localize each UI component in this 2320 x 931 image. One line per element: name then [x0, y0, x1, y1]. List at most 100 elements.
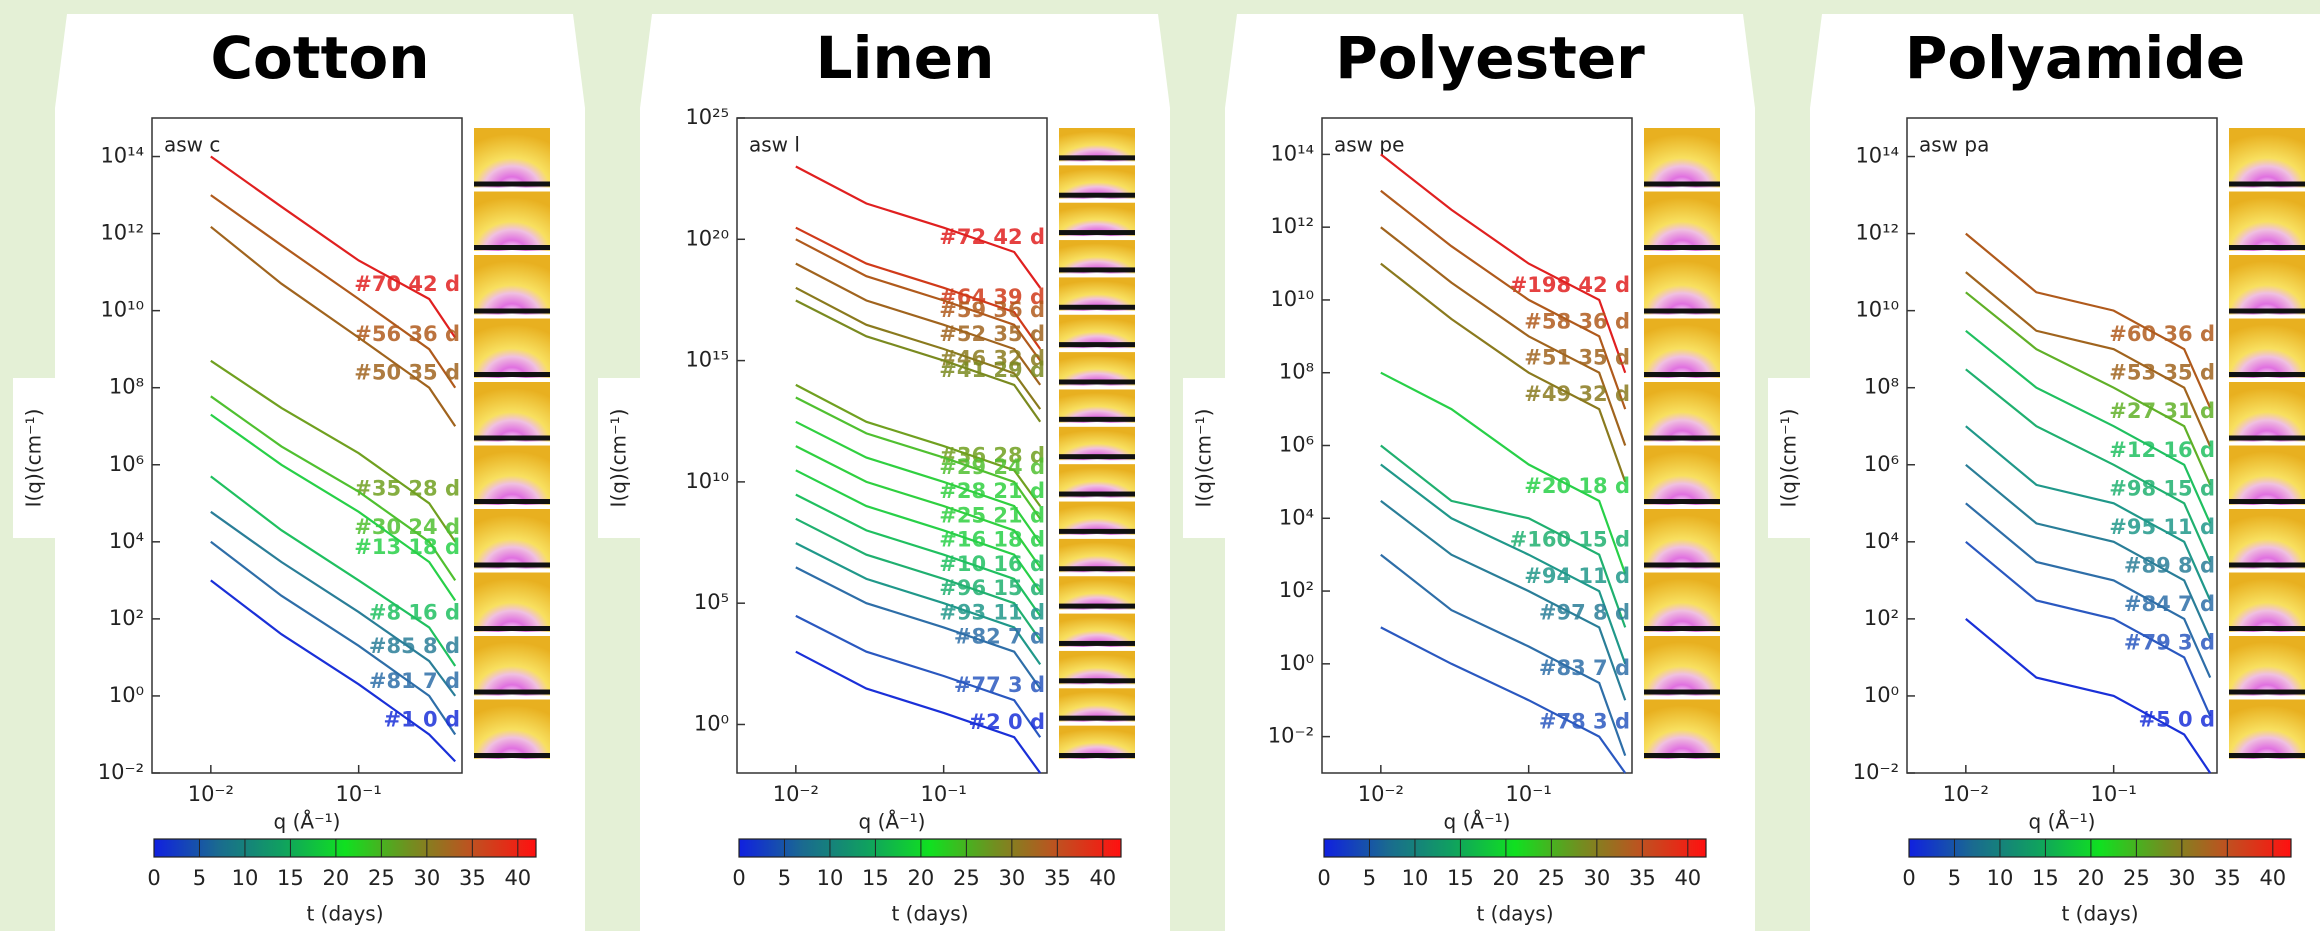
- series-line: [210, 475, 457, 667]
- y-axis-label: I(q)(cm⁻¹): [1192, 409, 1216, 508]
- pattern-thumbnail: [474, 128, 550, 188]
- y-tick-label: 10¹²: [100, 221, 144, 245]
- beam-stop: [1059, 155, 1135, 161]
- y-axis-label: I(q)(cm⁻¹): [1777, 409, 1801, 508]
- pattern-thumbnail: [1644, 445, 1720, 505]
- beam-stop: [1644, 753, 1720, 758]
- series-line: [1965, 291, 2212, 486]
- series-line: [1965, 425, 2212, 601]
- beam-stop: [2229, 562, 2305, 568]
- y-tick-label: 10¹⁰: [1855, 298, 1899, 322]
- x-tick-label: 10⁻¹: [336, 782, 382, 806]
- pattern-thumbnail: [2229, 699, 2305, 759]
- inner-label: asw pa: [1919, 133, 1989, 157]
- series-label: #59 36 d: [939, 298, 1045, 322]
- series-line: [795, 299, 1042, 423]
- series-line: [795, 238, 1042, 362]
- inner-label: asw l: [749, 133, 800, 157]
- series-line: [1965, 502, 2212, 679]
- beam-stop: [1644, 308, 1720, 314]
- series-line: [795, 226, 1042, 350]
- series-line: [1965, 329, 2212, 524]
- colorbar-tick-label: 20: [1493, 866, 1520, 890]
- y-tick-label: 10²⁵: [685, 105, 729, 129]
- beam-stop: [1059, 267, 1135, 273]
- series-line: [795, 614, 1042, 738]
- series-label: #83 7 d: [1539, 656, 1630, 680]
- series-label: #5 0 d: [2139, 707, 2215, 731]
- series-label: #160 15 d: [1510, 528, 1630, 552]
- colorbar-tick-label: 20: [323, 866, 350, 890]
- series-line: [795, 262, 1042, 386]
- pattern-thumbnail: [474, 382, 550, 442]
- colorbar-tick-label: 15: [2032, 866, 2059, 890]
- series-label: #41 29 d: [939, 358, 1045, 382]
- pattern-thumbnail: [1644, 318, 1720, 378]
- series-label: #50 35 d: [354, 361, 460, 385]
- pattern-thumbnail: [1644, 572, 1720, 632]
- x-tick-label: 10⁻¹: [1506, 782, 1552, 806]
- y-tick-label: 10⁶: [1864, 452, 1899, 476]
- series-line: [1965, 618, 2212, 774]
- y-tick-label: 10¹⁵: [685, 348, 729, 372]
- series-line: [1965, 540, 2212, 717]
- y-tick-label: 10²⁰: [685, 226, 729, 250]
- series-label: #52 35 d: [939, 322, 1045, 346]
- series-line: [210, 359, 457, 543]
- beam-stop: [1059, 603, 1135, 609]
- beam-stop: [1059, 416, 1135, 422]
- series-label: #49 32 d: [1524, 382, 1630, 406]
- beam-stop: [474, 562, 550, 568]
- series-label: #89 8 d: [2124, 553, 2215, 577]
- y-tick-label: 10⁰: [1279, 651, 1314, 675]
- beam-stop: [2229, 372, 2305, 377]
- colorbar-label: t (days): [306, 902, 383, 926]
- y-axis-label: I(q)(cm⁻¹): [607, 409, 631, 508]
- series-label: #13 18 d: [354, 535, 460, 559]
- colorbar-tick-label: 35: [459, 866, 486, 890]
- beam-stop: [474, 689, 550, 695]
- y-tick-label: 10⁴: [1279, 505, 1314, 529]
- y-tick-label: 10⁰: [694, 711, 729, 735]
- colorbar-label: t (days): [1476, 902, 1553, 926]
- colorbar-tick-label: 10: [1987, 866, 2014, 890]
- series-line: [210, 395, 457, 582]
- colorbar-tick-label: 40: [1674, 866, 1701, 890]
- colorbar-tick-label: 15: [1447, 866, 1474, 890]
- y-tick-label: 10¹⁴: [1270, 141, 1314, 165]
- colorbar-tick-label: 10: [817, 866, 844, 890]
- beam-stop: [474, 308, 550, 314]
- colorbar-tick-label: 0: [1317, 866, 1330, 890]
- series-label: #77 3 d: [954, 673, 1045, 697]
- series-line: [1965, 271, 2212, 447]
- series-line: [795, 650, 1042, 774]
- y-label-tab: [598, 378, 640, 538]
- pattern-thumbnail: [1644, 699, 1720, 759]
- y-tick-label: 10⁸: [109, 375, 144, 399]
- series-line: [795, 517, 1042, 641]
- colorbar-tick-label: 0: [147, 866, 160, 890]
- plot-frame: [1906, 117, 2218, 774]
- y-tick-label: 10⁻²: [98, 760, 144, 784]
- beam-stop: [474, 372, 550, 377]
- beam-stop: [1059, 566, 1135, 572]
- inner-label: asw pe: [1334, 133, 1404, 157]
- series-line: [1965, 463, 2212, 640]
- y-tick-label: 10¹⁰: [100, 298, 144, 322]
- series-line: [795, 420, 1042, 544]
- beam-stop: [1059, 192, 1135, 198]
- series-line: [795, 165, 1042, 289]
- colorbar-tick-label: 40: [1089, 866, 1116, 890]
- plot-frame: [151, 117, 463, 774]
- series-line: [795, 493, 1042, 617]
- beam-stop: [1644, 435, 1720, 441]
- series-line: [1380, 553, 1627, 756]
- colorbar-tick-label: 30: [998, 866, 1025, 890]
- panel: Cotton 10⁻² 10⁰ 10² 10⁴ 10⁶ 10⁸ 10¹⁰ 10¹² 10¹⁴ 10⁻…: [13, 14, 585, 931]
- series-label: #20 18 d: [1524, 474, 1630, 498]
- y-tick-label: 10¹⁴: [100, 144, 144, 168]
- series-label: #51 35 d: [1524, 346, 1630, 370]
- colorbar-tick-label: 20: [2078, 866, 2105, 890]
- y-tick-label: 10¹⁰: [1270, 287, 1314, 311]
